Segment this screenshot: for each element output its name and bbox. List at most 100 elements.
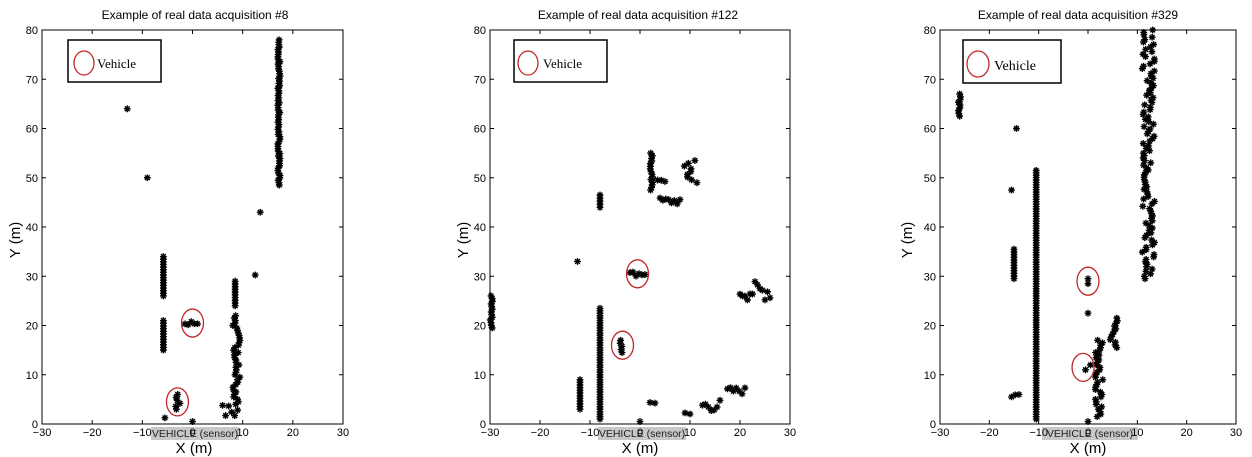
data-point: [1145, 124, 1155, 134]
x-tick-label: −20: [980, 427, 999, 439]
data-point: [251, 270, 260, 280]
data-point: [123, 104, 132, 113]
x-tick-label: −10: [1029, 427, 1048, 439]
data-point: [256, 208, 265, 217]
vehicle-highlight-ellipse: [610, 330, 635, 360]
x-tick-label: 10: [684, 427, 696, 439]
scatter-panel-1: Example of real data acquisition #8 Y (m…: [7, 8, 349, 457]
data-point: [743, 295, 752, 304]
data-point: [595, 190, 605, 200]
data-point: [1081, 365, 1090, 374]
data-point: [715, 396, 725, 405]
data-point: [1009, 245, 1019, 254]
y-tick-label: 70: [924, 74, 936, 86]
legend-label: Vehicle: [97, 56, 136, 71]
data-point: [275, 35, 284, 44]
data-point: [1139, 139, 1148, 148]
y-tick-label: 50: [26, 173, 38, 185]
x-tick-label: 0: [1085, 427, 1091, 439]
data-point: [740, 383, 750, 392]
data-point: [1098, 375, 1107, 384]
scatter-panel-3: Example of real data acquisition #329 Y …: [899, 8, 1242, 457]
data-point: [1139, 122, 1149, 131]
y-tick-label: 80: [26, 25, 38, 37]
y-tick-label: 30: [924, 271, 936, 283]
sensor-label-box: [151, 427, 239, 440]
legend-box: [962, 39, 1062, 84]
data-point: [173, 390, 182, 399]
y-tick-label: 40: [924, 222, 936, 234]
data-point: [1140, 35, 1149, 44]
data-point: [160, 413, 170, 422]
x-tick-label: 10: [237, 427, 249, 439]
data-point: [1150, 54, 1159, 64]
y-tick-label: 30: [474, 271, 486, 283]
x-tick-label: −30: [931, 427, 950, 439]
data-point: [575, 375, 585, 384]
legend-vehicle-icon: [517, 50, 539, 76]
legend-vehicle-icon: [966, 50, 990, 78]
data-point: [616, 336, 625, 345]
x-tick-label: 20: [734, 427, 746, 439]
y-tick-label: 60: [26, 124, 38, 136]
y-tick-label: 50: [474, 173, 486, 185]
y-tick-label: 60: [924, 124, 936, 136]
x-axis-label: X (m): [1070, 440, 1107, 457]
data-point: [640, 270, 650, 279]
data-point: [143, 173, 152, 182]
data-point: [1007, 185, 1016, 195]
panel-title: Example of real data acquisition #8: [102, 8, 289, 22]
data-point: [765, 293, 775, 302]
x-tick-label: 30: [1230, 427, 1242, 439]
data-point: [1083, 274, 1093, 283]
data-point: [1083, 417, 1093, 426]
data-point: [595, 304, 605, 313]
y-tick-label: 30: [26, 271, 38, 283]
x-tick-label: −20: [83, 427, 102, 439]
y-tick-label: 70: [474, 74, 486, 86]
data-point: [1139, 28, 1148, 37]
legend-vehicle-icon: [73, 50, 95, 76]
data-point: [1138, 202, 1147, 211]
data-point: [1093, 336, 1102, 345]
vehicle-highlight-ellipse: [1076, 266, 1100, 296]
y-tick-label: 60: [474, 124, 486, 136]
data-point: [1142, 243, 1151, 252]
y-tick-label: 40: [474, 222, 486, 234]
x-tick-label: 20: [287, 427, 299, 439]
y-tick-label: 10: [26, 370, 38, 382]
data-point: [690, 156, 699, 165]
data-point: [224, 401, 233, 411]
vehicle-highlight-ellipse: [180, 308, 205, 338]
legend-label: Vehicle: [543, 56, 582, 71]
data-point: [1141, 219, 1151, 228]
data-point: [1149, 132, 1159, 141]
x-tick-label: 10: [1131, 427, 1143, 439]
data-point: [758, 286, 767, 295]
data-point: [955, 89, 964, 99]
data-point: [1032, 166, 1041, 175]
y-tick-label: 20: [474, 321, 486, 333]
data-point: [231, 311, 240, 320]
data-point: [763, 287, 772, 296]
panel-title: Example of real data acquisition #329: [978, 8, 1178, 22]
data-point: [159, 252, 168, 261]
x-tick-label: −10: [581, 427, 600, 439]
vehicle-highlight-ellipse: [625, 259, 650, 289]
x-tick-label: 30: [784, 427, 796, 439]
x-tick-label: −30: [33, 427, 52, 439]
y-tick-label: 20: [924, 321, 936, 333]
data-point: [1140, 100, 1149, 109]
data-point: [221, 411, 230, 420]
x-tick-label: −20: [531, 427, 550, 439]
x-axis-label: X (m): [176, 440, 213, 457]
data-point: [1148, 25, 1157, 35]
data-point: [1112, 314, 1121, 323]
y-tick-label: 50: [924, 173, 936, 185]
data-point: [486, 291, 496, 301]
vehicle-highlight-ellipse: [165, 387, 190, 417]
sensor-label-box: [1042, 427, 1138, 440]
data-point: [650, 398, 660, 408]
data-point: [1139, 62, 1148, 71]
